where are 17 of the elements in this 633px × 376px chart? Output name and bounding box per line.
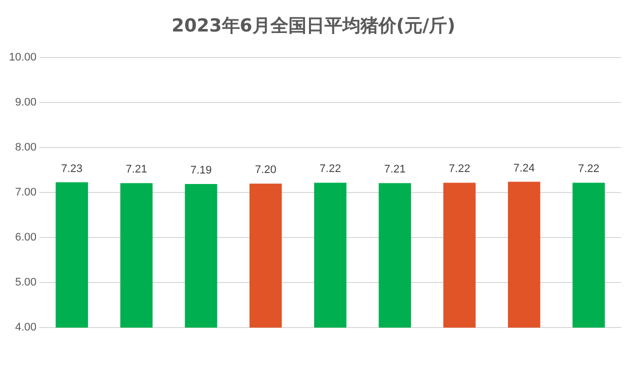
y-tick-label: 5.00 — [15, 276, 37, 289]
data-label: 7.24 — [513, 162, 535, 174]
data-label: 7.20 — [254, 164, 276, 176]
data-label: 7.22 — [320, 163, 341, 176]
data-label: 7.22 — [448, 163, 470, 176]
y-tick-label: 10.00 — [8, 52, 37, 64]
data-label: 7.21 — [126, 164, 148, 176]
data-label: 7.22 — [578, 163, 600, 176]
y-tick-label: 9.00 — [15, 96, 37, 109]
chart-title: 2023年6月全国日平均猪价(元/斤) — [172, 15, 456, 36]
y-tick-label: 8.00 — [15, 142, 37, 154]
y-tick-label: 6.00 — [15, 232, 37, 244]
data-label: 7.19 — [190, 164, 212, 177]
y-tick-label: 7.00 — [15, 186, 37, 199]
y-tick-label: 4.00 — [15, 322, 37, 334]
data-label: 7.23 — [61, 162, 83, 175]
data-label: 7.21 — [384, 164, 406, 176]
